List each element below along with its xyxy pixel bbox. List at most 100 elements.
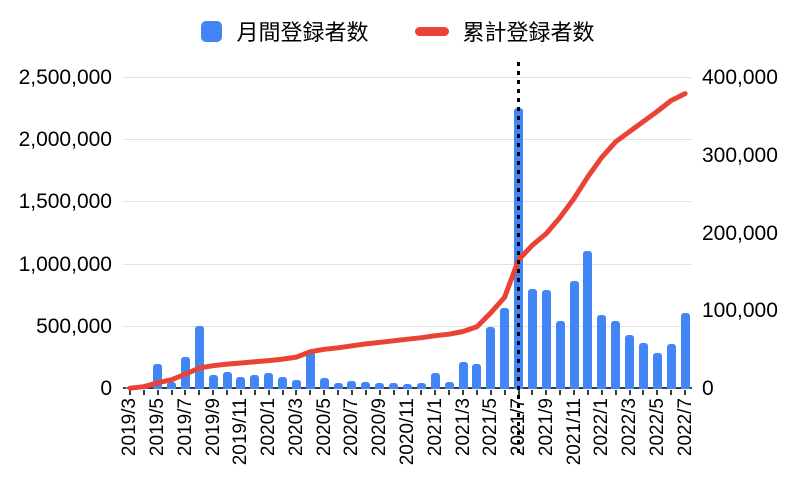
left-axis-tick-label: 0 [100,377,112,400]
x-axis-tick [295,390,298,395]
bar-2021/12 [583,250,593,389]
gridline [123,139,692,141]
x-axis-tick [503,390,506,395]
x-axis-tick [545,390,548,395]
x-axis-label-2019/9: 2019/9 [202,398,224,457]
x-axis-tick [600,390,603,395]
x-axis-tick [434,390,437,395]
x-axis-label-2021/3: 2021/3 [452,398,474,457]
bar-2020/3 [291,380,301,389]
x-axis-tick [586,390,589,395]
bar-2021/3 [458,361,468,389]
bar-2022/5 [652,352,662,389]
bar-2020/11 [403,384,412,389]
x-axis-tick [142,390,145,395]
bar-series-swatch-icon [201,20,223,42]
x-axis-tick [628,390,631,395]
bar-2021/9 [541,290,551,389]
x-axis-tick [462,390,464,395]
left-axis-tick-label: 500,000 [36,314,112,338]
bar-2019/8 [194,326,204,389]
x-axis-tick [267,390,270,395]
bar-2022/1 [597,314,607,389]
cumulative-line [127,91,688,391]
gridline [123,201,692,203]
bar-2019/5 [153,363,163,389]
x-axis-tick [350,390,353,395]
x-axis-tick [281,390,284,395]
left-axis-tick-label: 2,500,000 [18,66,112,89]
x-axis-label-2022/3: 2022/3 [619,398,641,457]
x-axis-tick [364,390,367,395]
x-axis-label-2021/1: 2021/1 [424,398,446,457]
x-axis-label-2019/3: 2019/3 [119,398,141,457]
x-axis-tick [226,390,229,395]
right-axis-tick-label: 300,000 [702,143,778,167]
x-axis-tick [531,390,534,395]
x-axis-tick [170,390,173,395]
gridline [123,325,692,327]
bar-2020/12 [416,383,426,389]
x-axis-label-2021/7: 2021/7 [508,398,530,457]
x-axis-tick [156,390,159,395]
x-axis-tick [198,390,201,395]
bar-2022/2 [611,321,621,389]
bar-2021/11 [569,280,579,389]
x-axis-label-2020/3: 2020/3 [285,398,307,457]
right-axis-tick-label: 200,000 [702,221,778,245]
x-axis-tick [684,390,687,395]
left-axis-tick-label: 2,000,000 [18,128,112,152]
bar-2022/6 [666,344,676,389]
annotation-dotted-line [517,62,521,455]
bar-2020/8 [361,381,371,389]
x-axis-tick [420,390,423,395]
bar-2022/3 [625,334,635,389]
x-axis-label-2019/11: 2019/11 [230,398,252,466]
plot-area [123,62,692,395]
bar-2021/8 [527,289,537,389]
bar-2021/2 [444,381,454,389]
x-axis-tick [309,390,312,395]
bar-2020/2 [278,377,288,389]
x-axis-tick [614,390,617,395]
x-axis-tick [239,390,242,395]
x-axis-tick [184,390,187,395]
legend-label-monthly: 月間登録者数 [236,20,369,45]
left-axis-tick-label: 1,000,000 [18,252,112,276]
x-axis-tick [573,390,576,395]
x-axis-tick [670,390,673,395]
legend-label-cumulative: 累計登録者数 [462,20,595,45]
bar-2021/5 [486,326,496,389]
x-axis-label-2022/5: 2022/5 [646,398,668,457]
chart-legend: 月間登録者数 累計登録者数 [0,14,796,48]
gridline [123,263,692,265]
x-axis-tick [559,390,562,395]
bar-2020/4 [305,351,315,389]
x-axis-label-2022/1: 2022/1 [591,398,613,457]
x-axis-tick [323,390,326,395]
legend-item-cumulative: 累計登録者数 [414,15,595,47]
right-axis-tick-label: 0 [702,377,714,400]
x-axis-tick [392,390,395,395]
x-axis-label-2020/5: 2020/5 [313,398,335,457]
bar-2019/10 [222,372,232,389]
bar-2020/6 [333,383,343,389]
gridline [123,77,692,78]
x-axis-tick [475,390,478,395]
x-axis-tick [448,390,451,395]
x-axis-label-2020/1: 2020/1 [258,398,280,457]
line-series-swatch-icon [414,26,449,36]
x-axis-label-2021/5: 2021/5 [480,398,502,457]
x-axis-tick [642,390,645,395]
bar-2019/9 [208,375,218,389]
x-axis-tick [253,390,256,395]
x-axis-tick [212,390,215,395]
bar-2019/6 [167,381,177,389]
x-axis-tick [489,390,492,395]
left-axis-tick-label: 1,500,000 [18,190,112,214]
x-axis-tick [378,390,381,395]
right-axis-tick-label: 400,000 [702,66,778,89]
x-axis-label-2022/7: 2022/7 [674,398,696,457]
x-axis-label-2019/7: 2019/7 [174,398,196,457]
